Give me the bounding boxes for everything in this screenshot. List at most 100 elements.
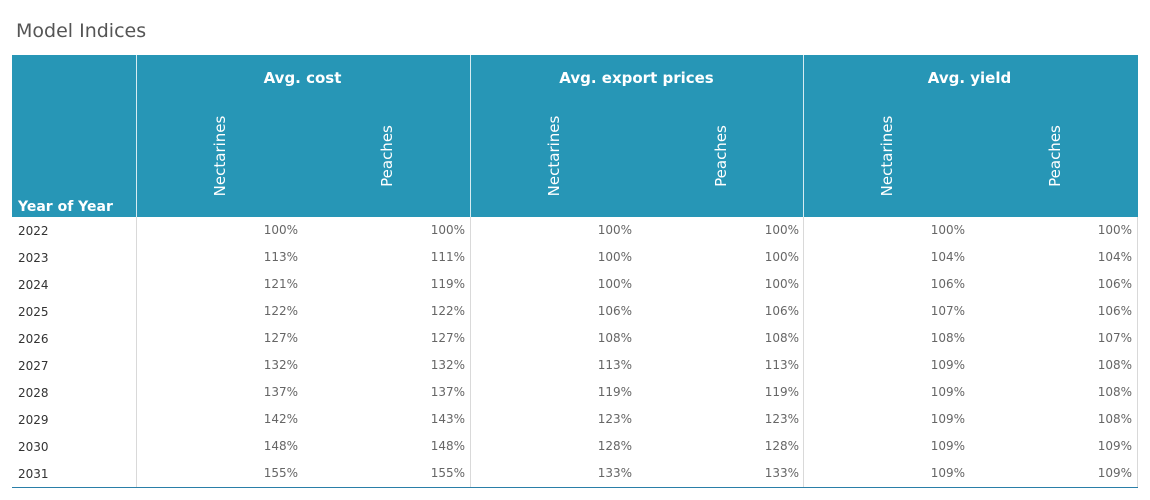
value-cell: 119% xyxy=(597,385,632,399)
value-cell: 113% xyxy=(597,358,632,372)
table-row[interactable]: 2022 100% 100% 100% 100% 100% 100% xyxy=(12,217,1138,244)
year-cell: 2026 xyxy=(18,332,49,346)
table-body: 2022 100% 100% 100% 100% 100% 100% 2023 113% 111%… xyxy=(12,217,1138,488)
value-cell: 108% xyxy=(597,331,632,345)
year-cell: 2022 xyxy=(18,224,49,238)
year-cell: 2031 xyxy=(18,467,49,481)
year-cell: 2025 xyxy=(18,305,49,319)
value-cell: 106% xyxy=(764,304,799,318)
value-cell: 100% xyxy=(597,277,632,291)
value-cell: 100% xyxy=(597,250,632,264)
value-cell: 127% xyxy=(430,331,465,345)
year-cell: 2030 xyxy=(18,440,49,454)
table-row[interactable]: 2025 122% 122% 106% 106% 107% 106% xyxy=(12,298,1138,325)
value-cell: 137% xyxy=(430,385,465,399)
group-header-label[interactable]: Avg. export prices xyxy=(559,69,714,87)
table-row[interactable]: 2031 155% 155% 133% 133% 109% 109% xyxy=(12,460,1138,487)
sub-column-header-label[interactable]: Peaches xyxy=(712,125,730,187)
value-cell: 113% xyxy=(764,358,799,372)
year-cell: 2028 xyxy=(18,386,49,400)
value-cell: 143% xyxy=(430,412,465,426)
value-cell: 109% xyxy=(930,439,965,453)
table-row[interactable]: 2030 148% 148% 128% 128% 109% 109% xyxy=(12,433,1138,460)
table-row[interactable]: 2028 137% 137% 119% 119% 109% 108% xyxy=(12,379,1138,406)
value-cell: 100% xyxy=(1097,223,1132,237)
table-row[interactable]: 2023 113% 111% 100% 100% 104% 104% xyxy=(12,244,1138,271)
value-cell: 100% xyxy=(764,223,799,237)
value-cell: 133% xyxy=(597,466,632,480)
year-cell: 2024 xyxy=(18,278,49,292)
value-cell: 123% xyxy=(597,412,632,426)
value-cell: 137% xyxy=(263,385,298,399)
header-group-divider xyxy=(470,55,471,217)
sub-column-header-label[interactable]: Nectarines xyxy=(878,115,896,197)
table-header: Year of Year Avg. cost Nectarines Peaches A… xyxy=(12,55,1138,217)
value-cell: 119% xyxy=(430,277,465,291)
value-cell: 106% xyxy=(1097,277,1132,291)
value-cell: 119% xyxy=(764,385,799,399)
value-cell: 100% xyxy=(764,250,799,264)
page-title: Model Indices xyxy=(16,20,147,42)
value-cell: 107% xyxy=(1097,331,1132,345)
sub-column-header-label[interactable]: Nectarines xyxy=(545,115,563,197)
value-cell: 108% xyxy=(930,331,965,345)
value-cell: 104% xyxy=(930,250,965,264)
value-cell: 106% xyxy=(930,277,965,291)
value-cell: 127% xyxy=(263,331,298,345)
value-cell: 109% xyxy=(930,385,965,399)
value-cell: 121% xyxy=(263,277,298,291)
year-cell: 2027 xyxy=(18,359,49,373)
body-column-divider xyxy=(803,217,804,487)
value-cell: 128% xyxy=(597,439,632,453)
sub-column-header-label[interactable]: Peaches xyxy=(1046,125,1064,187)
table-row[interactable]: 2026 127% 127% 108% 108% 108% 107% xyxy=(12,325,1138,352)
value-cell: 123% xyxy=(764,412,799,426)
value-cell: 108% xyxy=(1097,385,1132,399)
group-header-label[interactable]: Avg. yield xyxy=(927,69,1012,87)
value-cell: 109% xyxy=(930,358,965,372)
value-cell: 155% xyxy=(430,466,465,480)
value-cell: 108% xyxy=(1097,412,1132,426)
value-cell: 148% xyxy=(263,439,298,453)
value-cell: 132% xyxy=(430,358,465,372)
table-row[interactable]: 2029 142% 143% 123% 123% 109% 108% xyxy=(12,406,1138,433)
header-group-divider xyxy=(803,55,804,217)
value-cell: 122% xyxy=(430,304,465,318)
sub-column-header-label[interactable]: Nectarines xyxy=(211,115,229,197)
value-cell: 109% xyxy=(930,466,965,480)
value-cell: 106% xyxy=(597,304,632,318)
value-cell: 100% xyxy=(430,223,465,237)
value-cell: 109% xyxy=(1097,439,1132,453)
sub-column-header-label[interactable]: Peaches xyxy=(378,125,396,187)
year-cell: 2023 xyxy=(18,251,49,265)
value-cell: 107% xyxy=(930,304,965,318)
value-cell: 100% xyxy=(930,223,965,237)
value-cell: 132% xyxy=(263,358,298,372)
year-cell: 2029 xyxy=(18,413,49,427)
value-cell: 133% xyxy=(764,466,799,480)
body-column-divider xyxy=(1137,217,1138,487)
indices-table: Year of Year Avg. cost Nectarines Peaches A… xyxy=(12,55,1138,488)
value-cell: 128% xyxy=(764,439,799,453)
value-cell: 100% xyxy=(597,223,632,237)
value-cell: 111% xyxy=(430,250,465,264)
value-cell: 148% xyxy=(430,439,465,453)
value-cell: 142% xyxy=(263,412,298,426)
value-cell: 100% xyxy=(764,277,799,291)
value-cell: 104% xyxy=(1097,250,1132,264)
value-cell: 109% xyxy=(930,412,965,426)
table-row[interactable]: 2027 132% 132% 113% 113% 109% 108% xyxy=(12,352,1138,379)
value-cell: 122% xyxy=(263,304,298,318)
table-row[interactable]: 2024 121% 119% 100% 100% 106% 106% xyxy=(12,271,1138,298)
header-group-divider xyxy=(136,55,137,217)
value-cell: 100% xyxy=(263,223,298,237)
body-column-divider xyxy=(470,217,471,487)
value-cell: 109% xyxy=(1097,466,1132,480)
group-header-label[interactable]: Avg. cost xyxy=(263,69,342,87)
value-cell: 113% xyxy=(263,250,298,264)
value-cell: 108% xyxy=(1097,358,1132,372)
year-column-header[interactable]: Year of Year xyxy=(18,199,113,215)
value-cell: 155% xyxy=(263,466,298,480)
value-cell: 108% xyxy=(764,331,799,345)
value-cell: 106% xyxy=(1097,304,1132,318)
